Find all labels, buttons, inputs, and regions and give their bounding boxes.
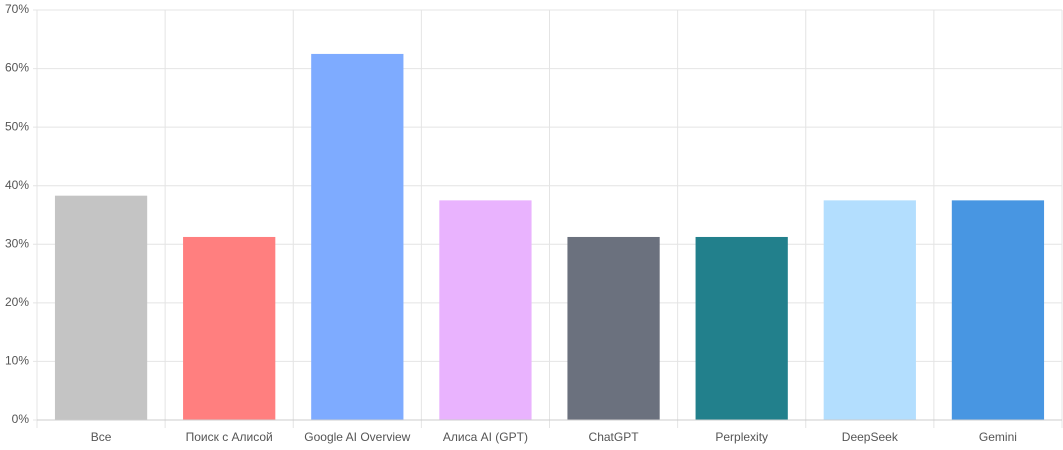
bar: [567, 236, 660, 420]
y-tick-label: 20%: [5, 295, 29, 309]
y-tick-label: 0%: [12, 412, 30, 426]
bar: [54, 195, 148, 420]
x-tick-label: ChatGPT: [589, 430, 640, 444]
bar: [439, 200, 532, 420]
x-tick-label: Gemini: [979, 430, 1017, 444]
x-tick-label: DeepSeek: [842, 430, 899, 444]
y-tick-label: 70%: [5, 2, 29, 16]
bar: [311, 53, 404, 421]
x-tick-label: Perplexity: [715, 430, 768, 444]
bar: [951, 200, 1045, 420]
x-tick-label: Алиса AI (GPT): [443, 430, 528, 444]
y-tick-label: 30%: [5, 236, 29, 250]
bar: [823, 200, 916, 420]
y-tick-label: 10%: [5, 354, 29, 368]
y-tick-label: 60%: [5, 61, 29, 75]
bar: [183, 236, 276, 420]
x-tick-label: Все: [91, 430, 112, 444]
y-tick-label: 40%: [5, 178, 29, 192]
x-tick-label: Google AI Overview: [304, 430, 410, 444]
y-tick-label: 50%: [5, 119, 29, 133]
x-tick-label: Поиск с Алисой: [186, 430, 273, 444]
bar: [695, 236, 788, 420]
